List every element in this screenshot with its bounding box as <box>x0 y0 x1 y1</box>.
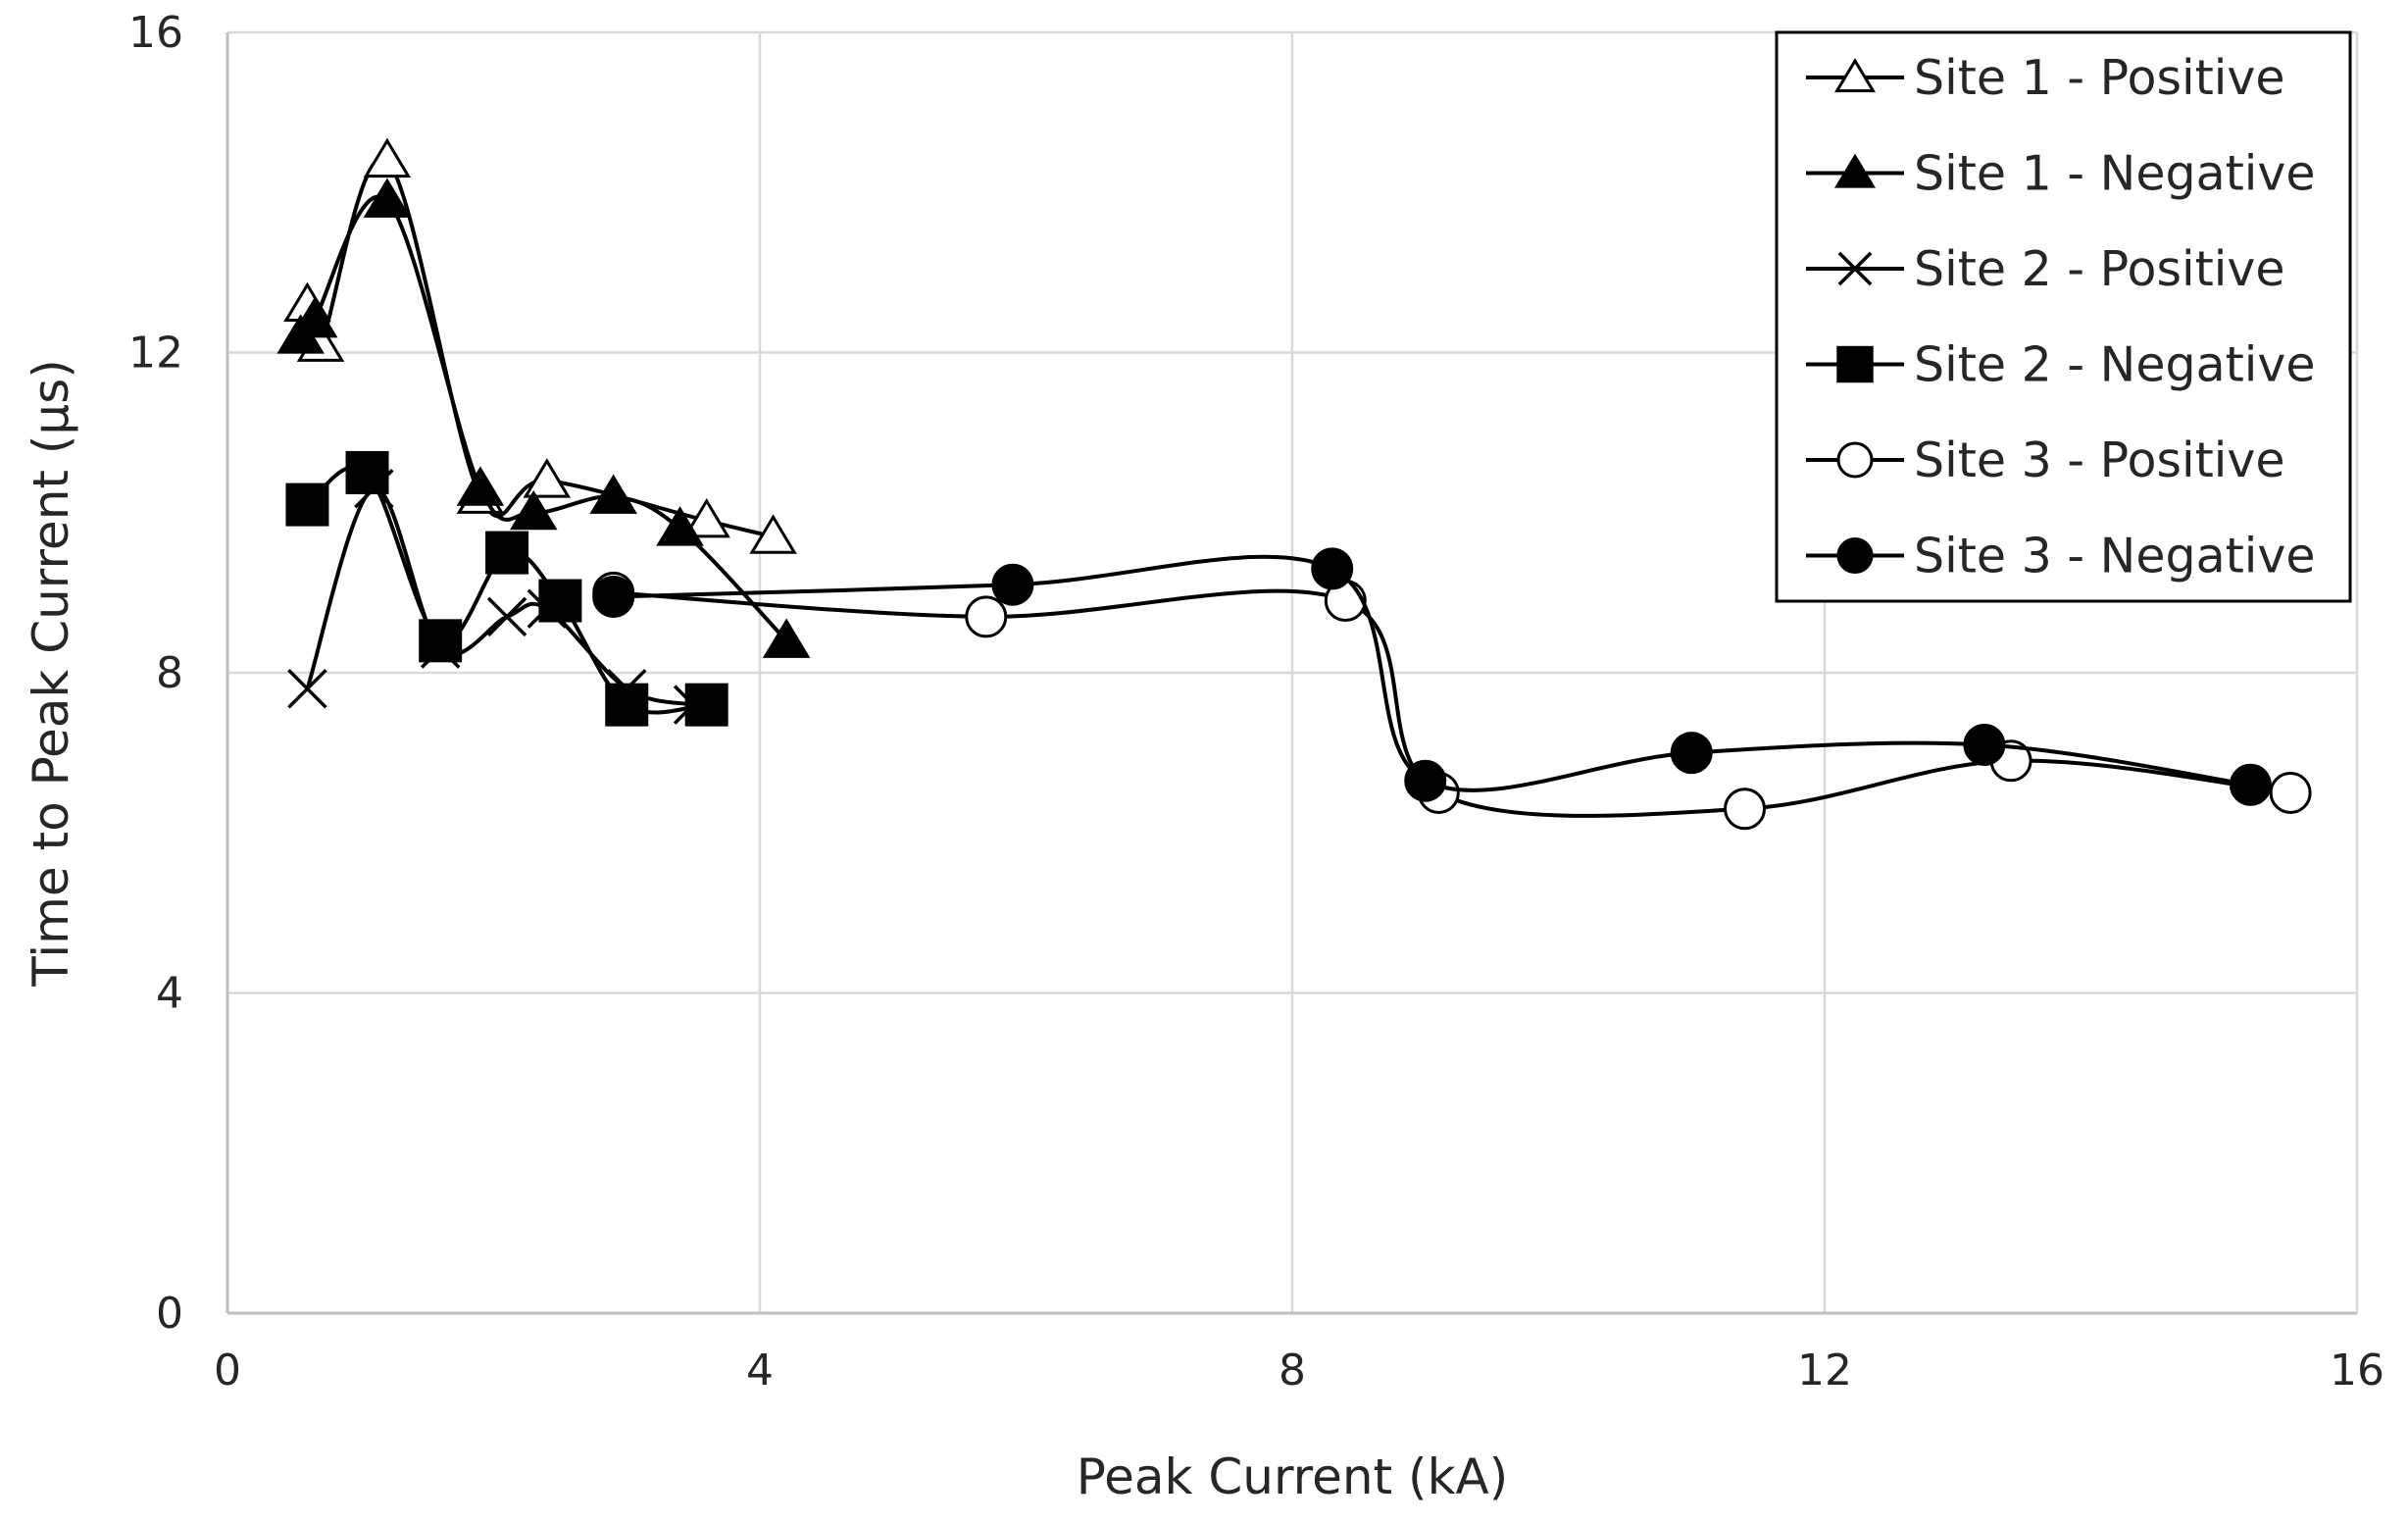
legend-item: Site 2 - Positive <box>1806 241 2285 297</box>
x-tick-label: 12 <box>1797 1346 1852 1396</box>
y-tick-label: 16 <box>128 8 183 58</box>
x-axis-title: Peak Current (kA) <box>1077 1448 1508 1505</box>
x-tick-label: 8 <box>1279 1346 1306 1396</box>
triangle-marker <box>523 458 572 498</box>
legend-item: Site 3 - Positive <box>1806 432 2285 488</box>
y-tick-label: 8 <box>156 648 183 698</box>
circle-marker <box>1836 441 1874 479</box>
triangle-marker <box>589 474 637 514</box>
circle-marker <box>1670 732 1713 775</box>
triangle-marker <box>456 466 505 506</box>
legend-label: Site 2 - Negative <box>1914 337 2316 393</box>
square-marker <box>684 683 728 727</box>
legend-item: Site 3 - Negative <box>1806 529 2316 584</box>
y-tick-label: 12 <box>128 329 183 379</box>
y-tick-label: 0 <box>156 1289 183 1339</box>
triangle-marker <box>289 297 338 338</box>
square-marker <box>345 450 389 494</box>
triangle-marker <box>363 178 412 218</box>
x-marker-stroke <box>287 669 327 709</box>
triangle-marker <box>656 506 704 546</box>
triangle-marker <box>762 618 811 658</box>
circle-marker <box>991 563 1034 606</box>
series-6 <box>592 547 2272 806</box>
series-4 <box>285 450 728 727</box>
triangle-marker <box>363 137 412 178</box>
triangle-marker <box>1833 153 1877 188</box>
series-2 <box>276 178 811 658</box>
circle-marker <box>965 595 1008 638</box>
x-tick-label: 16 <box>2330 1346 2384 1396</box>
triangle-marker <box>1833 58 1877 93</box>
legend-box <box>1775 30 2352 603</box>
y-axis-title: Time to Peak Current (µs) <box>23 359 79 988</box>
x-marker <box>1837 251 1873 286</box>
legend-label: Site 2 - Positive <box>1914 241 2285 297</box>
circle-marker <box>592 575 635 618</box>
legend-item: Site 1 - Positive <box>1806 50 2285 106</box>
circle-marker <box>1311 547 1354 590</box>
legend-label: Site 1 - Positive <box>1914 50 2285 106</box>
legend-item: Site 2 - Negative <box>1806 337 2316 393</box>
x-marker-stroke <box>1837 251 1873 286</box>
x-marker <box>486 596 527 637</box>
square-marker <box>485 531 529 575</box>
circle-marker <box>1724 787 1767 831</box>
square-marker <box>419 619 463 663</box>
circle-marker <box>1963 723 2006 766</box>
legend-label: Site 3 - Positive <box>1914 432 2285 488</box>
circle-marker <box>2269 771 2312 814</box>
circle-marker <box>1404 759 1447 802</box>
square-marker <box>605 683 649 727</box>
circle-marker <box>1836 537 1874 574</box>
circle-marker <box>2229 763 2272 806</box>
legend-label: Site 3 - Negative <box>1914 529 2316 584</box>
square-marker <box>538 579 582 623</box>
x-tick-label: 4 <box>746 1346 774 1396</box>
legend: Site 1 - Positive Site 1 - Negative Site 2… <box>1775 30 2352 603</box>
series-group <box>276 137 2312 831</box>
square-marker <box>285 483 329 527</box>
legend-label: Site 1 - Negative <box>1914 146 2316 202</box>
x-marker <box>287 669 327 709</box>
triangle-marker <box>509 489 558 531</box>
legend-item: Site 1 - Negative <box>1806 146 2316 202</box>
square-marker <box>1836 345 1874 383</box>
triangle-marker <box>682 497 730 538</box>
series-line <box>299 194 788 642</box>
x-tick-label: 0 <box>214 1346 241 1396</box>
axes: 0 4 8 12 16 0 4 8 12 16 <box>128 8 2384 1396</box>
x-marker-stroke <box>486 596 527 637</box>
y-tick-label: 4 <box>156 969 183 1019</box>
triangle-marker <box>749 514 797 554</box>
